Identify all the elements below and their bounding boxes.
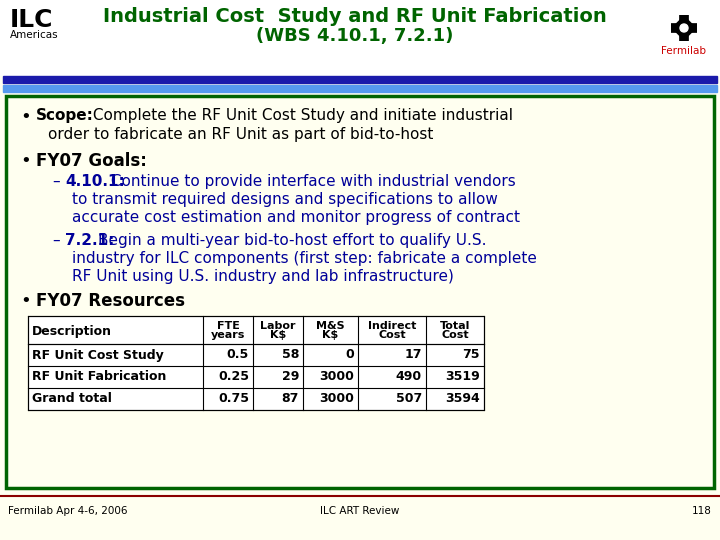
Text: 507: 507 [396, 393, 422, 406]
Text: RF Unit Fabrication: RF Unit Fabrication [32, 370, 166, 383]
Text: 29: 29 [282, 370, 299, 383]
Text: 7.2.1:: 7.2.1: [65, 233, 114, 248]
Bar [3, 76, 717, 83]
Text: Cost: Cost [378, 330, 406, 340]
Text: 490: 490 [396, 370, 422, 383]
Text: FY07 Goals:: FY07 Goals: [36, 152, 147, 170]
Text: 3519: 3519 [445, 370, 480, 383]
Text: Continue to provide interface with industrial vendors: Continue to provide interface with indus… [106, 174, 516, 189]
Text: RF Unit Cost Study: RF Unit Cost Study [32, 348, 163, 361]
Text: K$: K$ [270, 330, 286, 340]
Text: Americas: Americas [10, 30, 58, 40]
Text: •: • [20, 292, 31, 310]
Text: Grand total: Grand total [32, 393, 112, 406]
Text: accurate cost estimation and monitor progress of contract: accurate cost estimation and monitor pro… [72, 210, 520, 225]
Text: years: years [211, 330, 246, 340]
Text: –: – [52, 174, 60, 189]
Text: Scope:: Scope: [36, 108, 94, 123]
Bar [6, 96, 714, 488]
Text: order to fabricate an RF Unit as part of bid-to-host: order to fabricate an RF Unit as part of… [48, 127, 433, 142]
Text: 0: 0 [346, 348, 354, 361]
Text: Fermilab: Fermilab [662, 46, 706, 56]
Text: M&S: M&S [316, 321, 345, 331]
Text: ILC ART Review: ILC ART Review [320, 506, 400, 516]
Text: 4.10.1:: 4.10.1: [65, 174, 125, 189]
Text: Labor: Labor [260, 321, 296, 331]
Text: Cost: Cost [441, 330, 469, 340]
Text: 3000: 3000 [319, 370, 354, 383]
Text: 87: 87 [282, 393, 299, 406]
Text: 0.5: 0.5 [227, 348, 249, 361]
Text: FTE: FTE [217, 321, 240, 331]
Text: to transmit required designs and specifications to allow: to transmit required designs and specifi… [72, 192, 498, 207]
Text: FY07 Resources: FY07 Resources [36, 292, 185, 310]
Text: 58: 58 [282, 348, 299, 361]
Circle shape [680, 24, 688, 32]
Bar [0, 0, 720, 75]
Text: Description: Description [32, 325, 112, 338]
Text: Complete the RF Unit Cost Study and initiate industrial: Complete the RF Unit Cost Study and init… [88, 108, 513, 123]
Text: 0.25: 0.25 [218, 370, 249, 383]
Text: •: • [20, 152, 31, 170]
Text: Total: Total [440, 321, 470, 331]
Text: Begin a multi-year bid-to-host effort to qualify U.S.: Begin a multi-year bid-to-host effort to… [98, 233, 487, 248]
Text: RF Unit using U.S. industry and lab infrastructure): RF Unit using U.S. industry and lab infr… [72, 269, 454, 284]
Text: industry for ILC components (first step: fabricate a complete: industry for ILC components (first step:… [72, 251, 537, 266]
Text: Fermilab Apr 4-6, 2006: Fermilab Apr 4-6, 2006 [8, 506, 127, 516]
Text: 75: 75 [462, 348, 480, 361]
Text: Industrial Cost  Study and RF Unit Fabrication: Industrial Cost Study and RF Unit Fabric… [103, 7, 607, 26]
Text: •: • [20, 108, 31, 126]
Text: 0.75: 0.75 [218, 393, 249, 406]
Text: –: – [52, 233, 60, 248]
Text: 17: 17 [405, 348, 422, 361]
Bar [28, 316, 484, 410]
Text: 118: 118 [692, 506, 712, 516]
Text: Indirect: Indirect [368, 321, 416, 331]
Text: K$: K$ [323, 330, 338, 340]
Text: 3000: 3000 [319, 393, 354, 406]
Text: ILC: ILC [10, 8, 53, 32]
Text: 3594: 3594 [445, 393, 480, 406]
Bar [3, 85, 717, 92]
Text: (WBS 4.10.1, 7.2.1): (WBS 4.10.1, 7.2.1) [256, 27, 454, 45]
